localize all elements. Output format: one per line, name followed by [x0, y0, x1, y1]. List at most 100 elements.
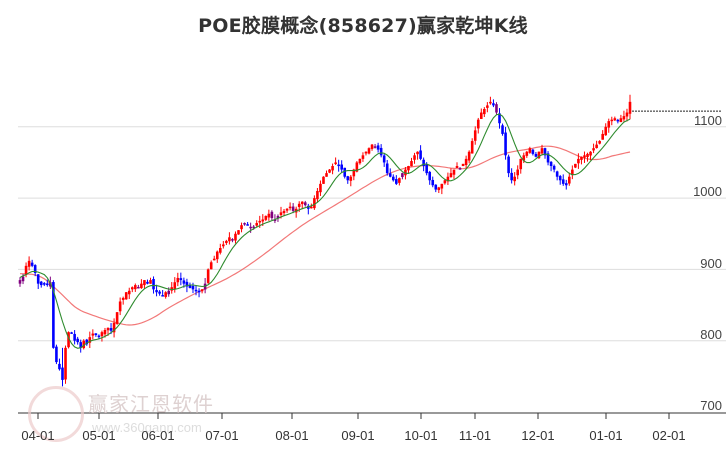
candle-body — [589, 151, 592, 156]
candle-body — [425, 164, 428, 174]
x-tick-label: 02-01 — [652, 428, 686, 443]
candle-body — [470, 141, 474, 154]
candle-body — [464, 158, 468, 166]
candle-body — [64, 347, 67, 380]
candle-body — [121, 297, 125, 300]
candle-body — [58, 363, 61, 370]
candle-body — [109, 328, 113, 331]
candle-body — [540, 148, 544, 154]
candle-body — [188, 285, 192, 288]
candle-body — [140, 283, 143, 289]
candle-body — [276, 215, 280, 219]
candle-body — [513, 176, 516, 182]
y-tick-label: 1000 — [693, 184, 722, 199]
candle-body — [197, 290, 201, 293]
candle-body — [243, 223, 246, 225]
candle-body — [149, 280, 152, 284]
candle-body — [492, 103, 495, 106]
candle-body — [495, 104, 498, 113]
candle-body — [467, 151, 471, 161]
candle-body — [173, 282, 177, 289]
candle-body — [161, 295, 164, 297]
candle-body — [391, 176, 395, 181]
candle-body — [106, 327, 110, 331]
candle-body — [134, 285, 137, 290]
candle-body — [340, 164, 343, 170]
candle-body — [319, 183, 322, 193]
candle-body — [222, 244, 225, 247]
candle-body — [355, 162, 359, 172]
candle-body — [574, 163, 577, 168]
candle-body — [577, 158, 580, 164]
candle-body — [407, 166, 410, 171]
candle-body — [331, 166, 334, 171]
candle-body — [209, 262, 213, 270]
y-tick-label: 1100 — [694, 113, 722, 128]
candle-body — [398, 178, 401, 183]
candle-body — [212, 258, 216, 261]
candle-body — [504, 132, 507, 156]
candle-body — [458, 168, 462, 170]
candle-body — [303, 202, 307, 206]
candle-body — [24, 265, 28, 275]
candle-body — [225, 240, 228, 244]
candle-body — [21, 276, 25, 282]
candle-body — [228, 237, 231, 242]
candle-body — [419, 150, 422, 159]
candle-body — [325, 173, 328, 177]
x-tick-label: 05-01 — [82, 428, 116, 443]
candle-body — [18, 280, 22, 284]
candle-body — [258, 220, 262, 223]
ma-long-line — [20, 145, 631, 326]
candle-body — [167, 290, 171, 295]
candle-body — [124, 292, 128, 300]
candle-body — [127, 290, 131, 295]
candle-body — [179, 278, 183, 281]
candle-body — [182, 280, 186, 284]
candle-body — [322, 176, 325, 184]
candle-body — [46, 283, 49, 286]
candle-body — [583, 155, 586, 158]
candle-body — [385, 163, 389, 174]
candle-body — [267, 213, 271, 218]
candle-body — [534, 153, 538, 157]
x-tick-label: 04-01 — [21, 428, 55, 443]
candle-body — [370, 144, 374, 149]
watermark-text: 赢家江恩软件 — [88, 392, 214, 416]
candle-body — [455, 166, 459, 169]
candle-body — [561, 179, 565, 184]
candle-body — [94, 333, 98, 335]
candle-body — [364, 151, 368, 154]
candle-body — [546, 153, 550, 163]
candle-body — [39, 281, 43, 286]
candle-body — [36, 274, 40, 284]
candle-body — [194, 289, 198, 292]
candle-body — [27, 260, 31, 267]
candle-body — [610, 119, 614, 122]
candle-body — [580, 156, 583, 160]
candle-body — [252, 226, 255, 229]
candle-body — [310, 206, 313, 209]
candle-body — [552, 165, 556, 170]
candle-body — [261, 219, 265, 222]
candle-body — [76, 338, 79, 343]
candle-body — [249, 226, 252, 229]
candle-body — [416, 151, 419, 155]
candle-body — [437, 187, 441, 191]
candle-body — [476, 119, 480, 129]
candle-body — [200, 289, 204, 292]
candle-body — [215, 251, 219, 260]
candle-body — [155, 290, 158, 293]
candle-body — [246, 224, 249, 226]
candle-body — [510, 172, 513, 181]
candle-body — [130, 287, 134, 290]
candle-body — [367, 148, 371, 154]
candle-body — [537, 151, 541, 159]
candle-body — [85, 339, 89, 345]
candle-body — [598, 141, 601, 144]
candle-body — [388, 173, 392, 177]
candle-body — [373, 146, 377, 148]
candle-body — [234, 233, 237, 241]
candle-body — [498, 113, 501, 124]
candle-body — [316, 190, 319, 200]
